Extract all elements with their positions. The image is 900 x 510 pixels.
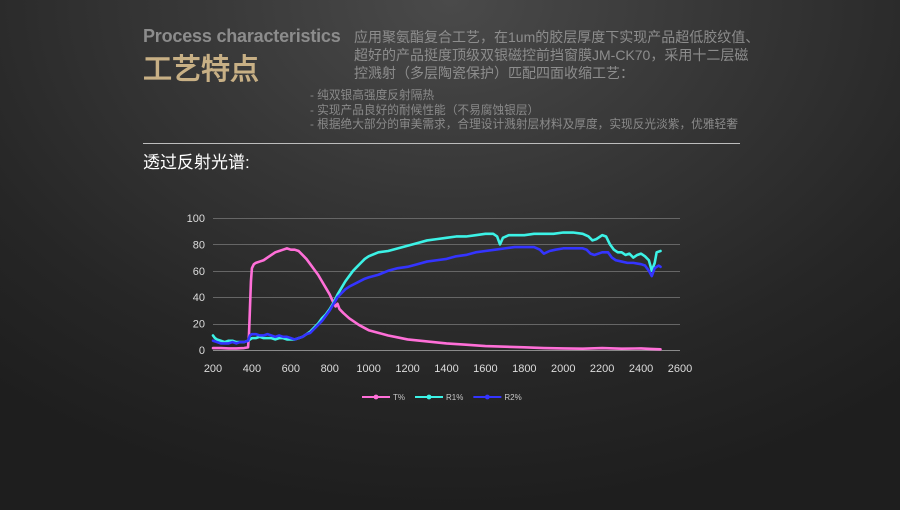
legend-marker (373, 394, 379, 400)
intro-paragraph: 应用聚氨酯复合工艺，在1um的胶层厚度下实现产品超低胶纹值、 超好的产品挺度顶级… (354, 28, 759, 82)
x-tick-label: 1600 (473, 363, 497, 375)
divider-line (143, 143, 740, 144)
title-english: Process characteristics (143, 26, 341, 46)
spectrum-chart: 0 20 40 60 80 100 200 400 600 800 1000 1200 1400 160… (187, 213, 693, 402)
y-tick-label: 100 (187, 213, 205, 225)
x-tick-label: 400 (243, 363, 261, 375)
series-line-r1 (211, 231, 662, 344)
intro-line: 超好的产品挺度顶级双银磁控前挡窗膜JM-CK70，采用十二层磁 (354, 47, 749, 63)
y-tick-label: 80 (193, 239, 205, 251)
x-tick-labels: 200 400 600 800 1000 1200 1400 1600 1800 2000 2200… (204, 363, 692, 375)
legend-marker (426, 394, 432, 400)
x-tick-label: 800 (321, 363, 339, 375)
feature-list: - 纯双银高强度反射隔热 - 实现产品良好的耐候性能（不易腐蚀银层） - 根据绝… (310, 89, 738, 133)
feature-item: - 纯双银高强度反射隔热 (310, 89, 435, 102)
x-tick-label: 200 (204, 363, 222, 375)
x-tick-label: 2400 (629, 363, 653, 375)
x-tick-label: 1800 (512, 363, 536, 375)
legend-item-t: T% (362, 393, 405, 402)
legend-item-r2: R2% (473, 393, 522, 402)
y-tick-label: 40 (193, 292, 205, 304)
feature-item: - 根据绝大部分的审美需求，合理设计溅射层材料及厚度，实现反光淡紫，优雅轻奢 (310, 118, 738, 132)
x-tick-label: 1200 (395, 363, 419, 375)
x-tick-label: 2600 (668, 363, 692, 375)
gridlines (213, 218, 680, 351)
intro-line: 控溅射（多层陶瓷保护）匹配四面收缩工艺： (354, 65, 634, 81)
section-label: 透过反射光谱: (143, 153, 250, 172)
x-tick-label: 600 (282, 363, 300, 375)
y-tick-label: 20 (193, 319, 205, 331)
legend-label: R2% (504, 393, 521, 402)
y-tick-labels: 0 20 40 60 80 100 (187, 213, 205, 357)
series-line-r2 (211, 245, 662, 345)
intro-line: 应用聚氨酯复合工艺，在1um的胶层厚度下实现产品超低胶纹值、 (354, 29, 760, 45)
x-tick-label: 1400 (434, 363, 458, 375)
legend-item-r1: R1% (415, 393, 463, 402)
legend-label: T% (393, 393, 405, 402)
legend: T% R1% R2% (362, 393, 522, 402)
x-tick-label: 2000 (551, 363, 575, 375)
legend-marker (484, 394, 490, 400)
title-chinese: 工艺特点 (143, 54, 260, 86)
x-tick-label: 2200 (590, 363, 614, 375)
series-lines (211, 231, 662, 351)
legend-label: R1% (446, 393, 463, 402)
y-tick-label: 60 (193, 266, 205, 278)
series-line-t (211, 247, 662, 351)
feature-item: - 实现产品良好的耐候性能（不易腐蚀银层） (310, 103, 540, 117)
y-tick-label: 0 (199, 345, 205, 357)
x-tick-label: 1000 (356, 363, 380, 375)
